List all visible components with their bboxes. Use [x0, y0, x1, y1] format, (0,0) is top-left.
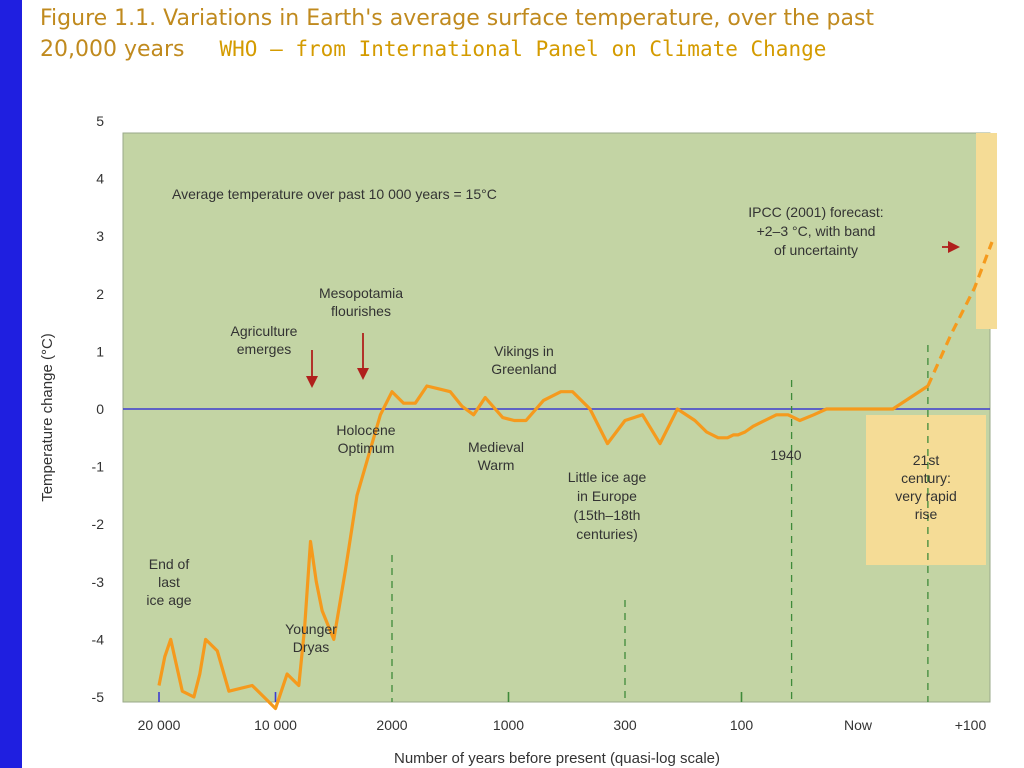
mesopotamia-annotation-line-1: flourishes — [331, 303, 391, 319]
end-ice-age-annotation-line-1: last — [158, 574, 180, 590]
holocene-annotation-line-1: Optimum — [338, 440, 395, 456]
century21-annotation-line-1: century: — [901, 470, 951, 486]
holocene-annotation-line-0: Holocene — [336, 422, 395, 438]
younger-dryas-annotation-line-0: Younger — [285, 621, 337, 637]
title-source: WHO – from International Panel on Climat… — [219, 37, 827, 61]
agriculture-arrow-head — [306, 376, 318, 388]
mesopotamia-annotation-line-0: Mesopotamia — [319, 285, 403, 301]
y-tick-1: 4 — [96, 171, 104, 187]
y-tick-0: 5 — [96, 113, 104, 129]
agriculture-annotation-line-0: Agriculture — [231, 323, 298, 339]
x-axis-label: Number of years before present (quasi-lo… — [394, 750, 720, 767]
x-tick-4: 300 — [613, 717, 637, 733]
x-tick-7: +100 — [955, 717, 987, 733]
forecast-series-line — [926, 241, 994, 387]
x-tick-5: 100 — [730, 717, 754, 733]
x-tick-6: Now — [844, 717, 873, 733]
y-tick-10: -5 — [92, 689, 105, 705]
title-line-2: 20,000 years — [40, 37, 185, 62]
end-ice-age-annotation-line-0: End of — [149, 556, 190, 572]
year-1940-label: 1940 — [770, 447, 801, 463]
medieval-annotation-line-0: Medieval — [468, 439, 524, 455]
y-tick-6: -1 — [92, 459, 105, 475]
end-ice-age-annotation-line-2: ice age — [146, 592, 191, 608]
century21-box — [866, 415, 986, 565]
x-tick-2: 2000 — [376, 717, 407, 733]
y-tick-3: 2 — [96, 286, 104, 302]
y-tick-9: -4 — [92, 631, 105, 647]
mesopotamia-arrow-head — [357, 368, 369, 380]
vikings-annotation-line-1: Greenland — [491, 361, 556, 377]
ipcc-annotation-line-2: of uncertainty — [774, 242, 858, 258]
vikings-annotation-line-0: Vikings in — [494, 343, 554, 359]
average-annotation: Average temperature over past 10 000 yea… — [172, 186, 497, 202]
little-ice-age-annotation-line-3: centuries) — [576, 526, 637, 542]
temperature-chart: 5 4 3 2 1 0 -1 -2 -3 -4 -5 20 000 10 000 2000 1000 300 1… — [39, 113, 997, 767]
century21-annotation-line-3: rise — [915, 506, 938, 522]
y-tick-2: 3 — [96, 228, 104, 244]
uncertainty-band — [976, 133, 997, 329]
y-tick-8: -3 — [92, 574, 105, 590]
plot-background — [122, 132, 991, 703]
y-tick-5: 0 — [96, 401, 104, 417]
y-tick-7: -2 — [92, 516, 105, 532]
ipcc-arrow-head — [948, 241, 960, 253]
medieval-annotation-line-1: Warm — [478, 457, 515, 473]
x-tick-1: 10 000 — [254, 717, 297, 733]
younger-dryas-annotation-line-1: Dryas — [293, 639, 330, 655]
slide-left-bar — [0, 0, 22, 768]
century21-annotation-line-0: 21st — [913, 452, 940, 468]
ipcc-annotation-line-0: IPCC (2001) forecast: — [748, 204, 883, 220]
figure-title: Figure 1.1. Variations in Earth's averag… — [40, 4, 874, 65]
little-ice-age-annotation-line-0: Little ice age — [568, 469, 647, 485]
century21-annotation-line-2: very rapid — [895, 488, 956, 504]
y-axis-label: Temperature change (°C) — [39, 333, 56, 502]
little-ice-age-annotation-line-2: (15th–18th — [574, 507, 641, 523]
x-tick-3: 1000 — [493, 717, 524, 733]
title-line-1: Figure 1.1. Variations in Earth's averag… — [40, 6, 875, 31]
x-tick-0: 20 000 — [138, 717, 181, 733]
temperature-series-line — [157, 384, 929, 711]
y-tick-4: 1 — [96, 343, 104, 359]
little-ice-age-annotation-line-1: in Europe — [577, 488, 637, 504]
ipcc-annotation-line-1: +2–3 °C, with band — [757, 223, 876, 239]
agriculture-annotation-line-1: emerges — [237, 341, 291, 357]
